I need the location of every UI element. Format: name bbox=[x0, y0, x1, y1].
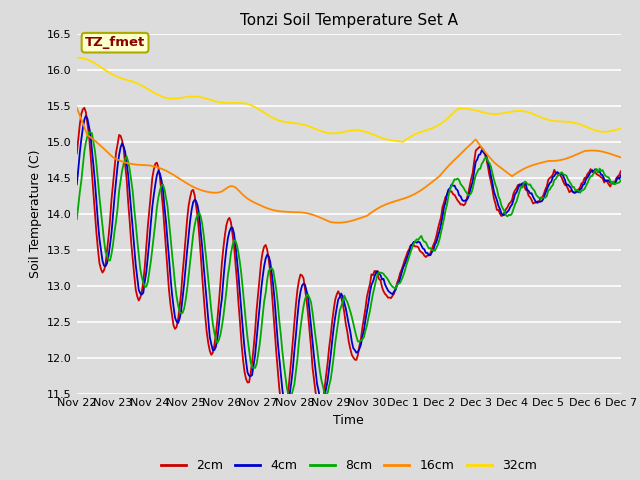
Legend: 2cm, 4cm, 8cm, 16cm, 32cm: 2cm, 4cm, 8cm, 16cm, 32cm bbox=[156, 455, 541, 477]
Text: TZ_fmet: TZ_fmet bbox=[85, 36, 145, 49]
X-axis label: Time: Time bbox=[333, 414, 364, 427]
Y-axis label: Soil Temperature (C): Soil Temperature (C) bbox=[29, 149, 42, 278]
Title: Tonzi Soil Temperature Set A: Tonzi Soil Temperature Set A bbox=[240, 13, 458, 28]
